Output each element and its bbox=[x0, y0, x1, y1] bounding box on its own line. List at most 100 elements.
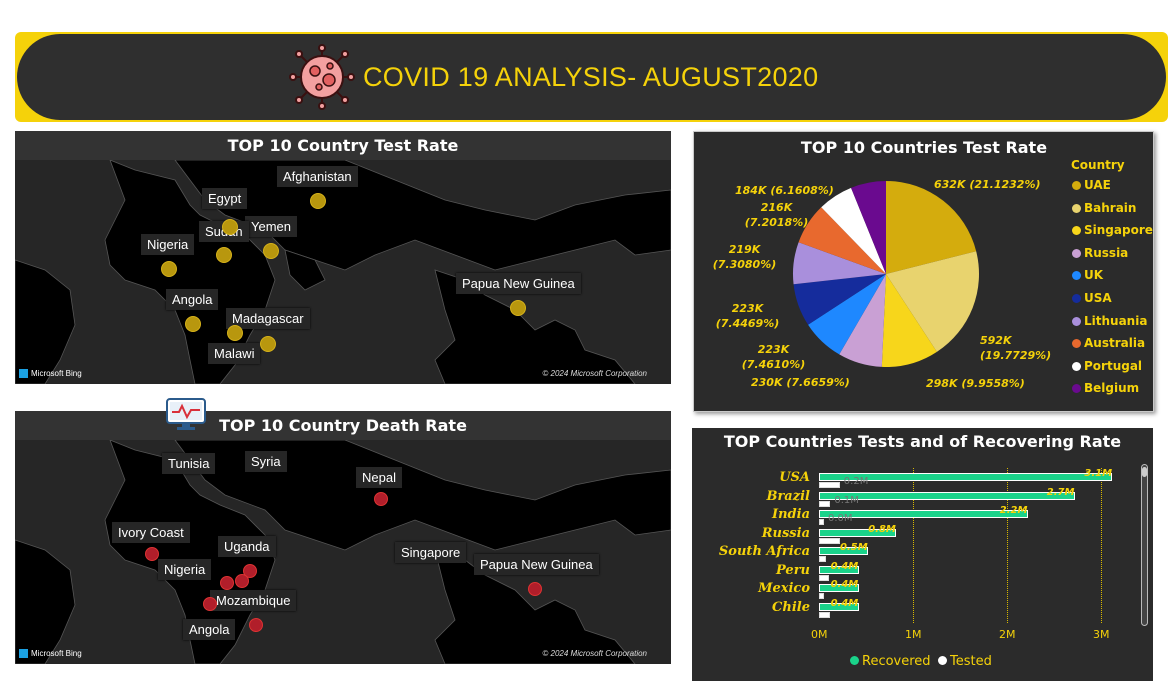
bar-data-label: 3.1M bbox=[1084, 468, 1113, 479]
gridline bbox=[913, 468, 914, 623]
bar-recovered[interactable] bbox=[819, 602, 859, 611]
map-bubble[interactable] bbox=[235, 574, 249, 588]
x-tick-label: 3M bbox=[1093, 628, 1110, 641]
legend-item-usa[interactable]: USA bbox=[1072, 291, 1112, 305]
bar-tested[interactable] bbox=[819, 482, 840, 488]
legend-item-uk[interactable]: UK bbox=[1072, 268, 1103, 282]
test-rate-pie-panel: TOP 10 Countries Test Rate Country UAE Ba… bbox=[693, 131, 1154, 412]
map-label: Nigeria bbox=[141, 234, 195, 255]
map-bubble[interactable] bbox=[145, 547, 159, 561]
map-label: Syria bbox=[245, 451, 287, 472]
legend-item-russia[interactable]: Russia bbox=[1072, 246, 1128, 260]
legend-item-belgium[interactable]: Belgium bbox=[1072, 381, 1139, 395]
bar-recovered[interactable] bbox=[819, 584, 859, 592]
pie-slice-bahrain[interactable] bbox=[886, 251, 979, 352]
map-label: Afghanistan bbox=[277, 166, 358, 187]
map-label: Madagascar bbox=[226, 308, 310, 329]
map-label: Malawi bbox=[208, 343, 261, 364]
pie-slice-uae[interactable] bbox=[886, 181, 977, 274]
bar-data-label: 0.5M bbox=[840, 542, 868, 553]
bar-title: TOP Countries Tests and of Recovering Ra… bbox=[723, 432, 1122, 451]
legend-item-portugal[interactable]: Portugal bbox=[1072, 359, 1142, 373]
map-label: Ivory Coast bbox=[112, 522, 190, 543]
map-bubble[interactable] bbox=[263, 243, 279, 259]
page-title: COVID 19 ANALYSIS- AUGUST2020 bbox=[363, 62, 819, 92]
legend-item-lithuania[interactable]: Lithuania bbox=[1072, 314, 1147, 328]
map-bubble[interactable] bbox=[374, 492, 388, 506]
bar-tested[interactable] bbox=[819, 500, 831, 507]
scrollbar-thumb[interactable] bbox=[1142, 467, 1147, 477]
map-bubble[interactable] bbox=[203, 597, 217, 611]
bar-data-label: 0.4M bbox=[830, 597, 859, 609]
map-bubble[interactable] bbox=[222, 219, 238, 235]
death-rate-map-panel: TOP 10 Country Death Rate Tunisia Syria … bbox=[15, 411, 671, 664]
pie-slice-russia[interactable] bbox=[839, 274, 886, 367]
pie-data-label: 216K (7.2018%) bbox=[744, 201, 809, 229]
pie-slice-singapore[interactable] bbox=[881, 274, 937, 367]
gridline bbox=[1007, 468, 1008, 623]
category-label: Mexico bbox=[758, 581, 810, 596]
world-map-background bbox=[15, 160, 671, 384]
bar-tested[interactable] bbox=[819, 519, 824, 525]
pie-slice-australia[interactable] bbox=[798, 207, 886, 274]
map-bubble[interactable] bbox=[220, 576, 234, 590]
bar-data-label: 0.0M bbox=[828, 513, 853, 524]
map-bubble[interactable] bbox=[528, 582, 542, 596]
bar-data-label: 0.4M bbox=[830, 579, 859, 590]
monitor-icon bbox=[166, 398, 206, 430]
test-map[interactable]: Afghanistan Egypt Yemen Sudan Nigeria Pa… bbox=[15, 160, 671, 384]
bar-recovered[interactable] bbox=[819, 491, 1075, 500]
map-label: Nigeria bbox=[158, 559, 212, 580]
bar-tested[interactable] bbox=[819, 593, 824, 599]
bar-recovered[interactable] bbox=[819, 547, 868, 555]
category-label: Brazil bbox=[766, 488, 810, 504]
test-map-title: TOP 10 Country Test Rate bbox=[15, 131, 671, 160]
map-bubble[interactable] bbox=[260, 336, 276, 352]
map-bubble[interactable] bbox=[216, 247, 232, 263]
map-bubble[interactable] bbox=[243, 564, 257, 578]
map-bubble[interactable] bbox=[185, 316, 201, 332]
bar-recovered[interactable] bbox=[819, 473, 1113, 481]
map-bubble[interactable] bbox=[227, 325, 243, 341]
bar-tested[interactable] bbox=[819, 574, 829, 581]
pie-slice-uk[interactable] bbox=[808, 274, 886, 355]
legend-title: Country bbox=[1071, 158, 1125, 172]
death-map-title: TOP 10 Country Death Rate bbox=[15, 411, 671, 440]
legend-item-bahrain[interactable]: Bahrain bbox=[1072, 201, 1136, 215]
legend-item-australia[interactable]: Australia bbox=[1072, 336, 1145, 350]
bar-recovered[interactable] bbox=[819, 565, 859, 574]
death-map[interactable]: Tunisia Syria Nepal Ivory Coast Uganda N… bbox=[15, 440, 671, 664]
bar-tested[interactable] bbox=[819, 556, 826, 562]
map-bubble[interactable] bbox=[310, 193, 326, 209]
legend-tested[interactable]: Tested bbox=[938, 654, 992, 669]
legend-item-singapore[interactable]: Singapore bbox=[1072, 223, 1153, 237]
bar-tested[interactable] bbox=[819, 537, 840, 544]
pie-chart bbox=[793, 181, 979, 367]
map-bubble[interactable] bbox=[161, 261, 177, 277]
scrollbar[interactable] bbox=[1141, 464, 1148, 626]
bar-data-label: 0.2M bbox=[843, 476, 869, 487]
bar-tested[interactable] bbox=[819, 611, 831, 618]
map-bubble[interactable] bbox=[510, 300, 526, 316]
legend-recovered[interactable]: Recovered bbox=[850, 654, 931, 669]
map-label: Yemen bbox=[245, 216, 297, 237]
map-label: Uganda bbox=[218, 536, 276, 557]
pie-slice-belgium[interactable] bbox=[851, 181, 886, 274]
gridline bbox=[1101, 468, 1102, 623]
pie-slice-portugal[interactable] bbox=[821, 187, 886, 274]
pie-data-label: 223K (7.4610%) bbox=[741, 343, 806, 371]
map-label: Mozambique bbox=[210, 590, 297, 611]
pie-data-label: 592K (19.7729%) bbox=[980, 334, 1052, 362]
bar-data-label: 2.7M bbox=[1046, 486, 1075, 498]
bar-recovered[interactable] bbox=[819, 528, 897, 537]
x-tick-label: 0M bbox=[811, 628, 828, 641]
pie-slice-usa[interactable] bbox=[793, 274, 886, 325]
pie-slice-lithuania[interactable] bbox=[793, 242, 886, 285]
world-map-background bbox=[15, 440, 671, 664]
bar-recovered[interactable] bbox=[819, 510, 1028, 518]
legend-item-uae[interactable]: UAE bbox=[1072, 178, 1111, 192]
virus-icon bbox=[289, 44, 355, 110]
map-bubble[interactable] bbox=[249, 618, 263, 632]
category-label: USA bbox=[779, 470, 810, 485]
map-label: Angola bbox=[166, 289, 219, 310]
